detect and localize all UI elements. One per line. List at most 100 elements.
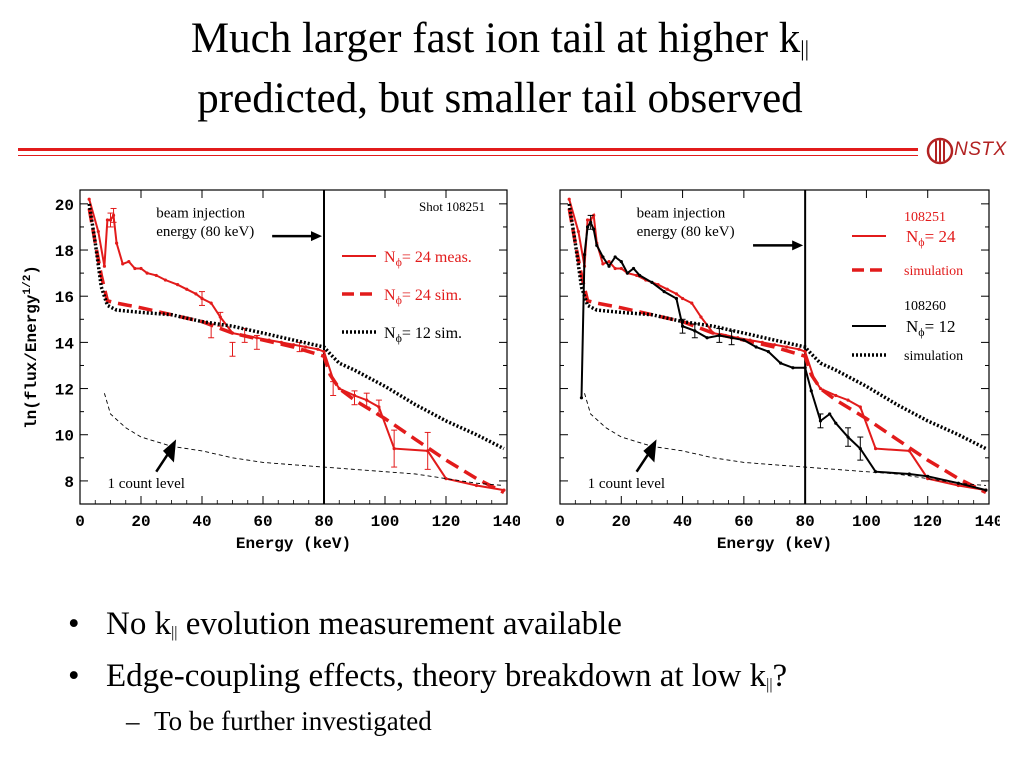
legend-label: Nϕ= 12 bbox=[906, 317, 955, 339]
data-point bbox=[582, 253, 587, 257]
data-point bbox=[619, 266, 623, 271]
y-tick-label: 20 bbox=[55, 197, 74, 215]
data-point bbox=[674, 296, 679, 301]
series-line-dotted bbox=[567, 203, 987, 451]
data-point bbox=[607, 259, 611, 264]
data-point bbox=[662, 289, 666, 294]
series-line-solid bbox=[88, 198, 505, 492]
data-point bbox=[139, 266, 143, 271]
series-line-dashed bbox=[567, 208, 987, 495]
y-tick-label: 10 bbox=[55, 428, 74, 446]
data-point bbox=[576, 229, 580, 234]
data-point bbox=[779, 361, 783, 365]
arrow-head-icon bbox=[162, 439, 177, 463]
data-point bbox=[115, 241, 119, 245]
y-axis-label: ln(flux/Energy1/2) bbox=[22, 265, 41, 429]
data-point bbox=[133, 266, 137, 271]
x-tick-label: 80 bbox=[796, 513, 815, 531]
data-point bbox=[579, 396, 584, 400]
data-point bbox=[785, 345, 789, 349]
beam-injection-label: beam injection bbox=[156, 206, 245, 222]
data-point bbox=[304, 345, 308, 349]
data-point bbox=[766, 350, 770, 354]
data-point bbox=[625, 271, 630, 275]
legend-shot-label: 108251 bbox=[904, 210, 946, 225]
x-axis-label: Energy (keV) bbox=[717, 535, 832, 553]
data-point bbox=[680, 296, 685, 301]
nstx-logo-icon bbox=[926, 137, 954, 165]
data-point bbox=[444, 477, 448, 481]
x-tick-label: 140 bbox=[493, 513, 520, 531]
x-tick-label: 140 bbox=[975, 513, 1000, 531]
data-point bbox=[690, 301, 694, 305]
data-point bbox=[194, 292, 198, 296]
y-tick-label: 12 bbox=[55, 382, 74, 400]
data-point bbox=[613, 266, 617, 271]
legend-label: Nϕ= 24 sim. bbox=[384, 287, 462, 307]
data-point bbox=[474, 483, 479, 488]
data-point bbox=[797, 347, 801, 351]
data-point bbox=[742, 338, 746, 342]
legend-label: Nϕ= 12 sim. bbox=[384, 325, 462, 345]
x-tick-label: 20 bbox=[612, 513, 631, 531]
data-point bbox=[102, 264, 106, 268]
data-point bbox=[607, 264, 611, 268]
legend-shot-label: 108260 bbox=[904, 299, 946, 314]
data-point bbox=[163, 278, 167, 282]
count-level-label: 1 count level bbox=[588, 476, 665, 492]
data-point bbox=[592, 213, 596, 217]
data-point bbox=[846, 398, 850, 402]
bullet-marker: • bbox=[68, 606, 80, 642]
data-point bbox=[595, 243, 599, 248]
data-point bbox=[635, 273, 639, 278]
legend-label: Nϕ= 24 meas. bbox=[384, 249, 472, 269]
logo-text: NSTX bbox=[954, 139, 1007, 160]
legend-label: simulation bbox=[904, 264, 963, 279]
series-line-dotted bbox=[87, 203, 505, 451]
shot-label: Shot 108251 bbox=[419, 199, 485, 214]
data-point bbox=[809, 389, 813, 393]
data-point bbox=[337, 386, 341, 391]
x-tick-label: 100 bbox=[852, 513, 881, 531]
series-line-dashed bbox=[87, 208, 505, 495]
data-point bbox=[638, 273, 642, 278]
data-point bbox=[585, 218, 590, 222]
data-point bbox=[127, 259, 131, 264]
data-point bbox=[791, 366, 795, 370]
data-point bbox=[984, 488, 988, 492]
sub-bullet-item: – To be further investigated bbox=[126, 706, 432, 736]
x-tick-label: 0 bbox=[555, 513, 565, 531]
data-point bbox=[803, 350, 807, 354]
data-point bbox=[105, 218, 110, 222]
legend-label: Nϕ= 24 bbox=[906, 227, 956, 249]
legend-label: simulation bbox=[904, 349, 963, 364]
data-point bbox=[601, 255, 605, 259]
data-point bbox=[316, 347, 320, 351]
beam-energy-label: energy (80 keV) bbox=[156, 224, 254, 240]
y-tick-label: 14 bbox=[55, 335, 75, 353]
data-point bbox=[705, 336, 709, 340]
data-point bbox=[567, 197, 571, 201]
data-point bbox=[96, 229, 100, 234]
title-rule-thin bbox=[18, 155, 918, 156]
x-tick-label: 20 bbox=[131, 513, 150, 531]
data-point bbox=[665, 287, 669, 291]
dash-marker: – bbox=[126, 706, 140, 736]
series-line-thin-dashed bbox=[103, 393, 504, 486]
data-point bbox=[926, 477, 930, 481]
series-line-thin-dashed bbox=[584, 393, 986, 486]
data-point bbox=[858, 405, 862, 409]
data-point bbox=[592, 227, 596, 231]
data-point bbox=[601, 262, 605, 266]
count-level-label: 1 count level bbox=[107, 476, 184, 492]
title-line-1: Much larger fast ion tail at higher k|| bbox=[190, 15, 810, 62]
data-point bbox=[121, 262, 125, 266]
data-point bbox=[585, 225, 590, 229]
chart-right: 0 20 40 60 80 100 120 140 Energy (keV) beam injec… bbox=[555, 189, 1000, 553]
data-point bbox=[87, 197, 91, 201]
x-tick-label: 60 bbox=[734, 513, 753, 531]
arrow-head-icon bbox=[643, 439, 657, 463]
bullet-marker: • bbox=[68, 658, 80, 694]
series-line-solid bbox=[580, 220, 987, 492]
x-tick-label: 40 bbox=[673, 513, 692, 531]
